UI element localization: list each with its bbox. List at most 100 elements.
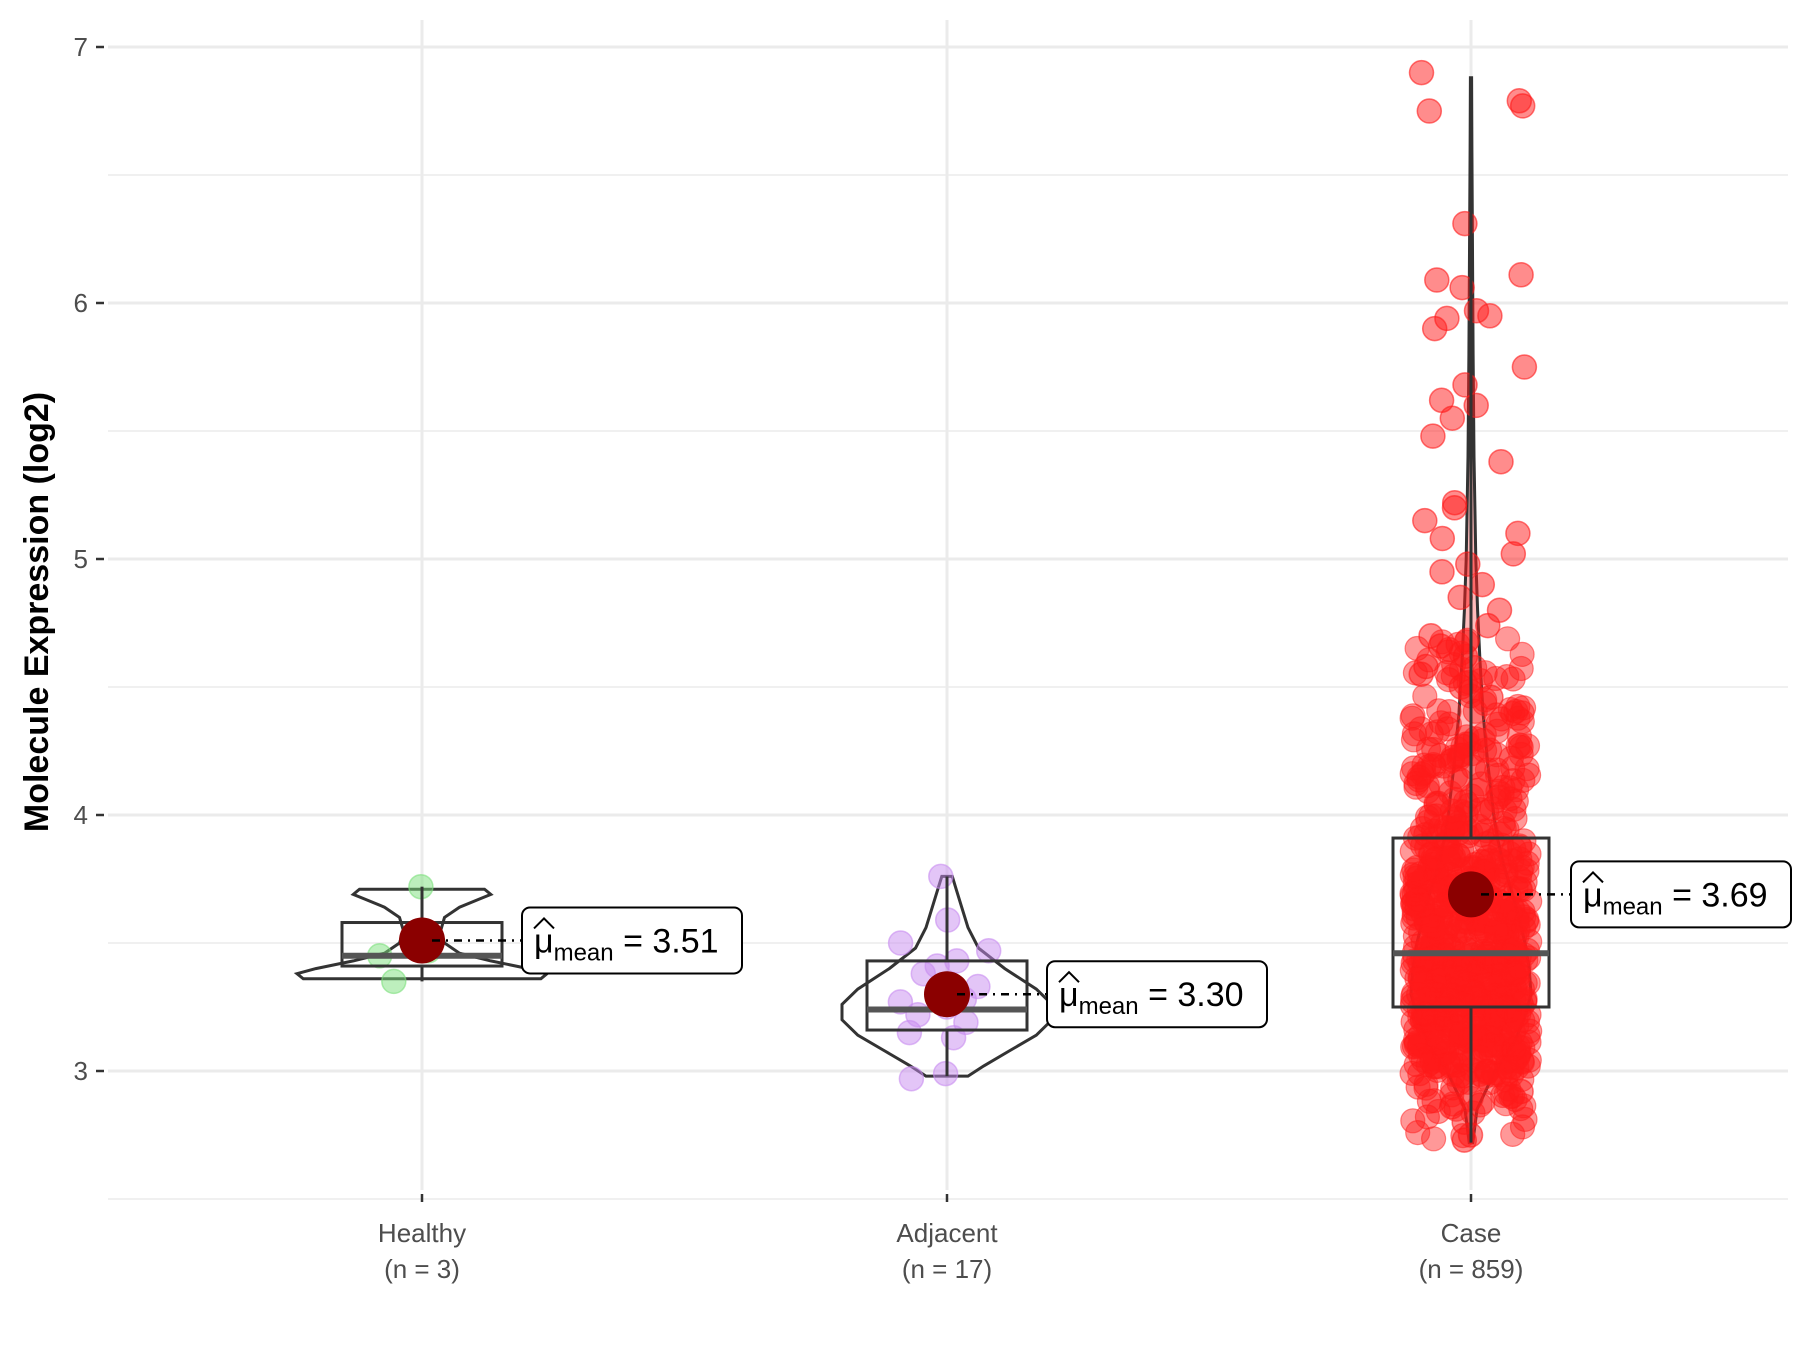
data-point [1500, 1019, 1527, 1046]
data-point [1416, 98, 1443, 124]
y-tick-label: 5 [74, 544, 88, 574]
data-point [1433, 660, 1460, 686]
data-point [1496, 998, 1522, 1024]
data-point [1493, 1091, 1519, 1117]
axes: 3 4 5 6 7 Healthy (n = 3) Adjacent (n = 17) Case (… [74, 32, 1524, 1284]
mean-marker [924, 971, 970, 1018]
data-point [1412, 507, 1438, 534]
mean-subscript: mean [1603, 893, 1663, 920]
data-point [1473, 1059, 1500, 1086]
data-point [1514, 858, 1540, 884]
data-point [1500, 541, 1527, 567]
mean-symbol: μ [534, 922, 554, 960]
data-point [896, 1019, 923, 1046]
data-point [1426, 698, 1452, 724]
x-tick-label: Healthy [378, 1218, 466, 1248]
data-point [1429, 525, 1456, 552]
data-point [1455, 823, 1481, 849]
data-point [1491, 961, 1517, 988]
mean-label-box [521, 906, 743, 975]
data-point [1462, 980, 1488, 1006]
mean-label: μmean = 3.30 [1059, 976, 1244, 1020]
data-point [1404, 893, 1430, 919]
data-point [887, 930, 914, 956]
y-axis-title: Molecule Expression (log2) [18, 392, 56, 832]
data-point [1463, 392, 1489, 419]
data-point [1469, 571, 1496, 598]
data-point [1488, 448, 1514, 475]
y-tick-label: 4 [74, 800, 88, 830]
x-tick-count-label: (n = 17) [902, 1254, 992, 1284]
data-point [1508, 741, 1534, 768]
data-point [1449, 991, 1475, 1017]
data-point [1500, 1083, 1526, 1109]
data-point [1500, 755, 1526, 781]
data-point [1508, 655, 1534, 682]
data-point [1440, 977, 1466, 1003]
data-point [1509, 641, 1535, 668]
x-tick-label: Case [1441, 1218, 1502, 1248]
mean-value: 3.69 [1701, 876, 1767, 914]
data-point [1505, 693, 1531, 720]
data-point [1451, 928, 1477, 954]
data-point [1447, 584, 1473, 611]
data-point [1423, 803, 1449, 829]
data-point [1440, 663, 1466, 689]
mean-label-box [1570, 860, 1792, 929]
data-point [1483, 919, 1509, 945]
data-point [1415, 736, 1442, 762]
x-tick-count-label: (n = 3) [384, 1254, 460, 1284]
mean-equals: = [1663, 876, 1702, 914]
mean-hat-icon [1582, 870, 1604, 884]
data-point [1475, 612, 1501, 639]
mean-marker [399, 917, 445, 964]
data-point [1449, 1020, 1475, 1046]
data-point [1419, 1009, 1446, 1035]
data-point [1445, 631, 1471, 658]
data-point [1460, 754, 1487, 780]
y-tick-label: 6 [74, 288, 88, 318]
mean-hat-icon [533, 917, 555, 930]
data-point [1511, 354, 1538, 380]
data-point [1500, 700, 1526, 727]
data-point [1494, 626, 1521, 652]
data-point [1499, 896, 1525, 922]
data-point [1452, 210, 1478, 237]
violin-layer [293, 76, 1533, 1145]
data-point [1450, 918, 1476, 944]
mean-subscript: mean [1079, 993, 1139, 1020]
data-point [1499, 1054, 1525, 1081]
mean-hat-icon [1058, 970, 1080, 983]
data-point [1497, 786, 1523, 812]
mean-equals: = [1139, 976, 1178, 1014]
mean-value: 3.51 [652, 922, 718, 960]
data-point [1400, 727, 1427, 753]
data-point [1450, 1122, 1476, 1149]
data-point [1507, 877, 1534, 903]
data-point [1420, 423, 1446, 449]
mean-symbol: μ [1059, 976, 1079, 1014]
data-point [1410, 892, 1436, 918]
data-point [1472, 660, 1498, 686]
data-point [1496, 1058, 1522, 1084]
data-point [1441, 495, 1468, 521]
data-point [1508, 262, 1534, 288]
x-tick-label: Adjacent [896, 1218, 998, 1248]
data-point [1509, 976, 1536, 1002]
data-point [1500, 1121, 1526, 1148]
data-point [1436, 711, 1463, 737]
y-tick-label: 7 [74, 32, 88, 62]
data-point [1507, 732, 1533, 758]
data-point [1409, 900, 1436, 926]
data-point [1470, 1089, 1496, 1115]
mean-label: μmean = 3.51 [534, 922, 719, 966]
data-point [1485, 711, 1511, 737]
data-point [1502, 805, 1528, 832]
mean-label-box [1046, 960, 1268, 1029]
data-point [1419, 945, 1445, 971]
data-point [1472, 687, 1498, 713]
data-point [1439, 405, 1466, 431]
data-point [1507, 846, 1533, 872]
data-point [1498, 745, 1525, 771]
